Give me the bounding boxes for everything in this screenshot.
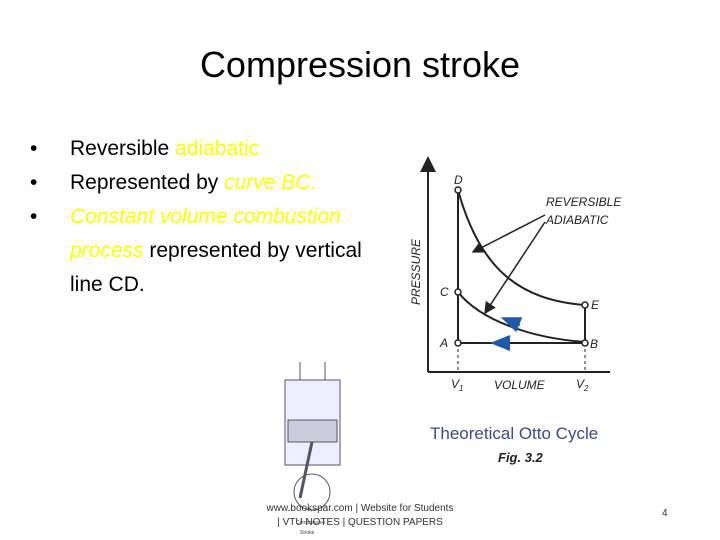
subscript: 2 xyxy=(583,384,589,393)
callout-arrow xyxy=(484,221,546,315)
bullet-list: Reversible adiabatic Represented by curv… xyxy=(28,132,368,302)
piston xyxy=(287,419,338,443)
flow-arrow xyxy=(500,317,523,333)
v: V xyxy=(576,377,585,391)
figure-number: Fig. 3.2 xyxy=(498,450,544,465)
piston-sketch xyxy=(284,362,341,511)
figure-caption: Theoretical Otto Cycle xyxy=(430,424,598,443)
point xyxy=(454,186,462,194)
bullet-highlight: Constant volume combustion process xyxy=(70,205,341,262)
callout-arrow xyxy=(471,214,546,253)
point xyxy=(454,339,462,347)
point-label: C xyxy=(440,285,449,299)
otto-diagram xyxy=(420,156,610,373)
point xyxy=(581,339,589,347)
piston-caption: Compression xyxy=(296,520,326,526)
bullet: Represented by curve BC. xyxy=(28,166,368,200)
point xyxy=(581,301,589,309)
bullet-highlight: adiabatic xyxy=(175,137,260,160)
curve-de xyxy=(457,189,586,306)
point-label: B xyxy=(590,337,598,351)
point-label: D xyxy=(454,173,463,187)
footer-line: www.bookspar.com | Website for Students xyxy=(266,503,454,514)
bullet-text: Represented by xyxy=(70,171,225,194)
bullet: Reversible adiabatic xyxy=(28,132,368,166)
curve-bc xyxy=(457,291,586,343)
point xyxy=(454,288,462,296)
state-points xyxy=(454,186,589,347)
slide-title: Compression stroke xyxy=(199,44,521,85)
connecting-rod xyxy=(298,441,314,499)
footer: www.bookspar.com | Website for Students … xyxy=(220,502,500,530)
x-axis-label: VOLUME xyxy=(494,378,546,392)
point-label: E xyxy=(591,298,600,312)
subscript: 1 xyxy=(459,384,463,393)
bullet-text: represented by vertical line CD. xyxy=(70,239,362,296)
callout-label: ADIABATIC xyxy=(545,213,609,227)
bullet-text: Reversible xyxy=(70,137,176,160)
bullet-highlight: curve BC. xyxy=(224,171,317,194)
page-number: 4 xyxy=(662,508,668,519)
y-axis-label: PRESSURE xyxy=(409,238,423,305)
axis-mark: V2 xyxy=(576,377,589,393)
piston-caption: Stroke xyxy=(300,530,315,536)
callout-label: REVERSIBLE xyxy=(546,195,622,209)
bullet: Constant volume combustion process repre… xyxy=(28,200,368,302)
footer-line: | VTU NOTES | QUESTION PAPERS xyxy=(277,517,443,528)
crank-circle xyxy=(293,473,331,511)
point-label: A xyxy=(439,336,448,350)
axis-mark: V1 xyxy=(451,377,463,393)
v: V xyxy=(451,377,460,391)
